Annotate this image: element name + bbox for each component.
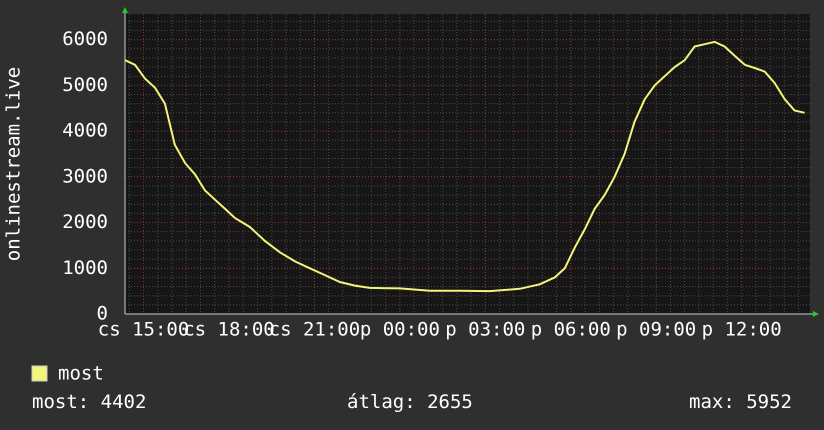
x-tick-label: p 09:00 (616, 319, 696, 341)
legend-label: most (58, 363, 104, 385)
stat-label: max: (689, 391, 735, 413)
axis-arrow (813, 311, 819, 317)
y-tick-label: 1000 (62, 257, 108, 279)
line-series (124, 40, 805, 293)
x-tick-label: cs 18:00 (183, 319, 275, 341)
stat-label: átlag: (347, 391, 416, 413)
y-tick-label: 6000 (62, 28, 108, 50)
stat: max: 5952 (689, 391, 792, 413)
x-tick-label: p 00:00 (360, 319, 440, 341)
stat: most: 4402 (32, 391, 146, 413)
legend-swatch (31, 365, 48, 382)
y-axis-label: onlinestream.live (3, 67, 25, 261)
stat: átlag: 2655 (347, 391, 473, 413)
y-tick-label: 4000 (62, 120, 108, 142)
x-tick-label: p 12:00 (702, 319, 782, 341)
x-tick-label: cs 21:00 (269, 319, 361, 341)
x-tick-label: p 03:00 (445, 319, 525, 341)
plot-area (125, 14, 810, 314)
axis-arrow (122, 7, 128, 13)
stat-label: most: (32, 391, 89, 413)
stat-value: 5952 (746, 391, 792, 413)
y-tick-label: 0 (97, 303, 108, 325)
marks (124, 40, 805, 293)
x-tick-label: p 06:00 (531, 319, 611, 341)
y-tick-label: 5000 (62, 74, 108, 96)
x-tick-label: cs 15:00 (98, 319, 190, 341)
y-tick-label: 2000 (62, 211, 108, 233)
stat-value: 4402 (101, 391, 147, 413)
stat-value: 2655 (427, 391, 473, 413)
y-tick-label: 3000 (62, 165, 108, 187)
